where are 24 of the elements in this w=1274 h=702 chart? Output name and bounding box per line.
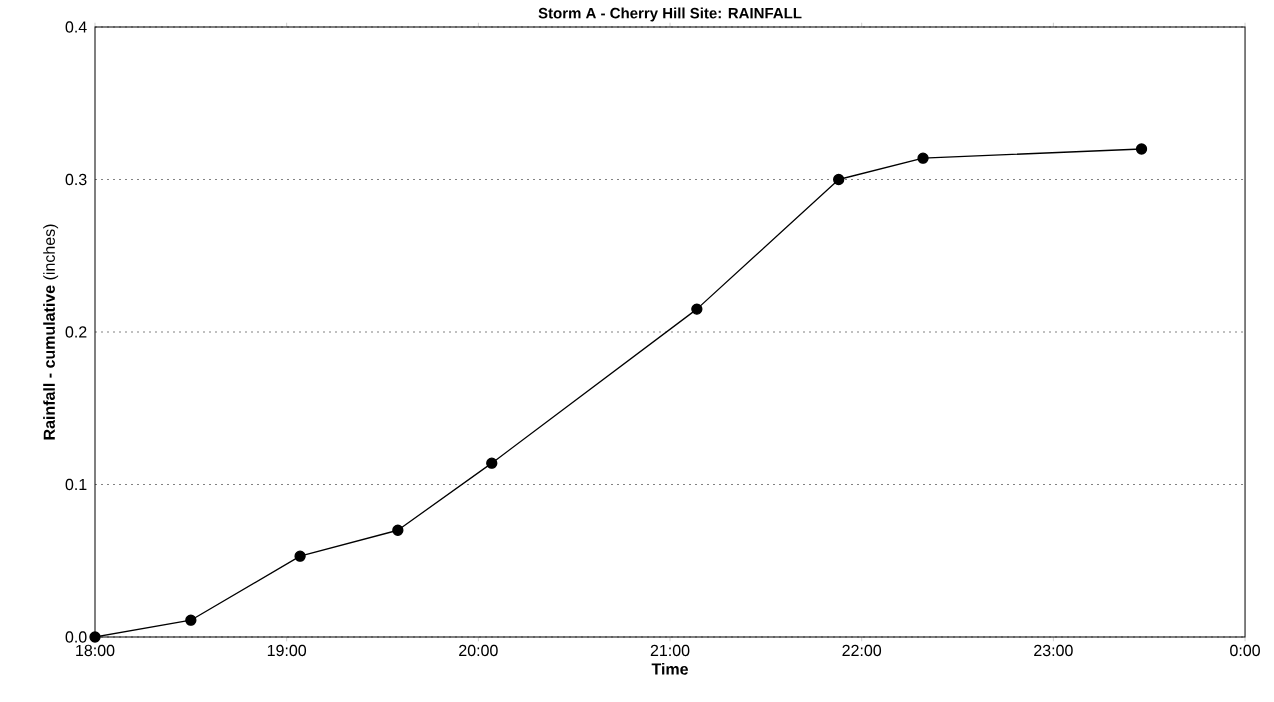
y-tick-label: 0.1 — [65, 478, 87, 491]
x-axis-title: Time — [651, 663, 688, 675]
point — [1135, 143, 1148, 155]
point — [392, 524, 404, 536]
x-tick-label: 22:00 — [842, 644, 882, 657]
y-tick-label: 0.2 — [65, 326, 87, 338]
y-tick-label: 0.3 — [65, 173, 87, 186]
chart-title: Storm A - Cherry Hill Site: RAINFALL — [538, 7, 802, 22]
point — [691, 303, 703, 315]
point — [294, 550, 306, 562]
point — [486, 457, 498, 469]
point — [185, 614, 197, 626]
x-tick-label: 21:00 — [650, 644, 690, 657]
y-tick-label: 0.4 — [65, 21, 87, 33]
x-tick-label: 23:00 — [1034, 644, 1073, 657]
x-tick-label: 18:00 — [76, 644, 115, 657]
x-tick-label: 20:00 — [459, 644, 498, 657]
point — [833, 173, 845, 186]
y-tick-label: 0.0 — [65, 631, 87, 643]
x-tick-label: 19:00 — [267, 644, 307, 657]
point — [917, 152, 929, 164]
point — [89, 631, 101, 643]
x-tick-label: 0:00 — [1230, 644, 1260, 657]
y-axis-title: Rainfall - cumulative (inches) — [43, 224, 59, 440]
